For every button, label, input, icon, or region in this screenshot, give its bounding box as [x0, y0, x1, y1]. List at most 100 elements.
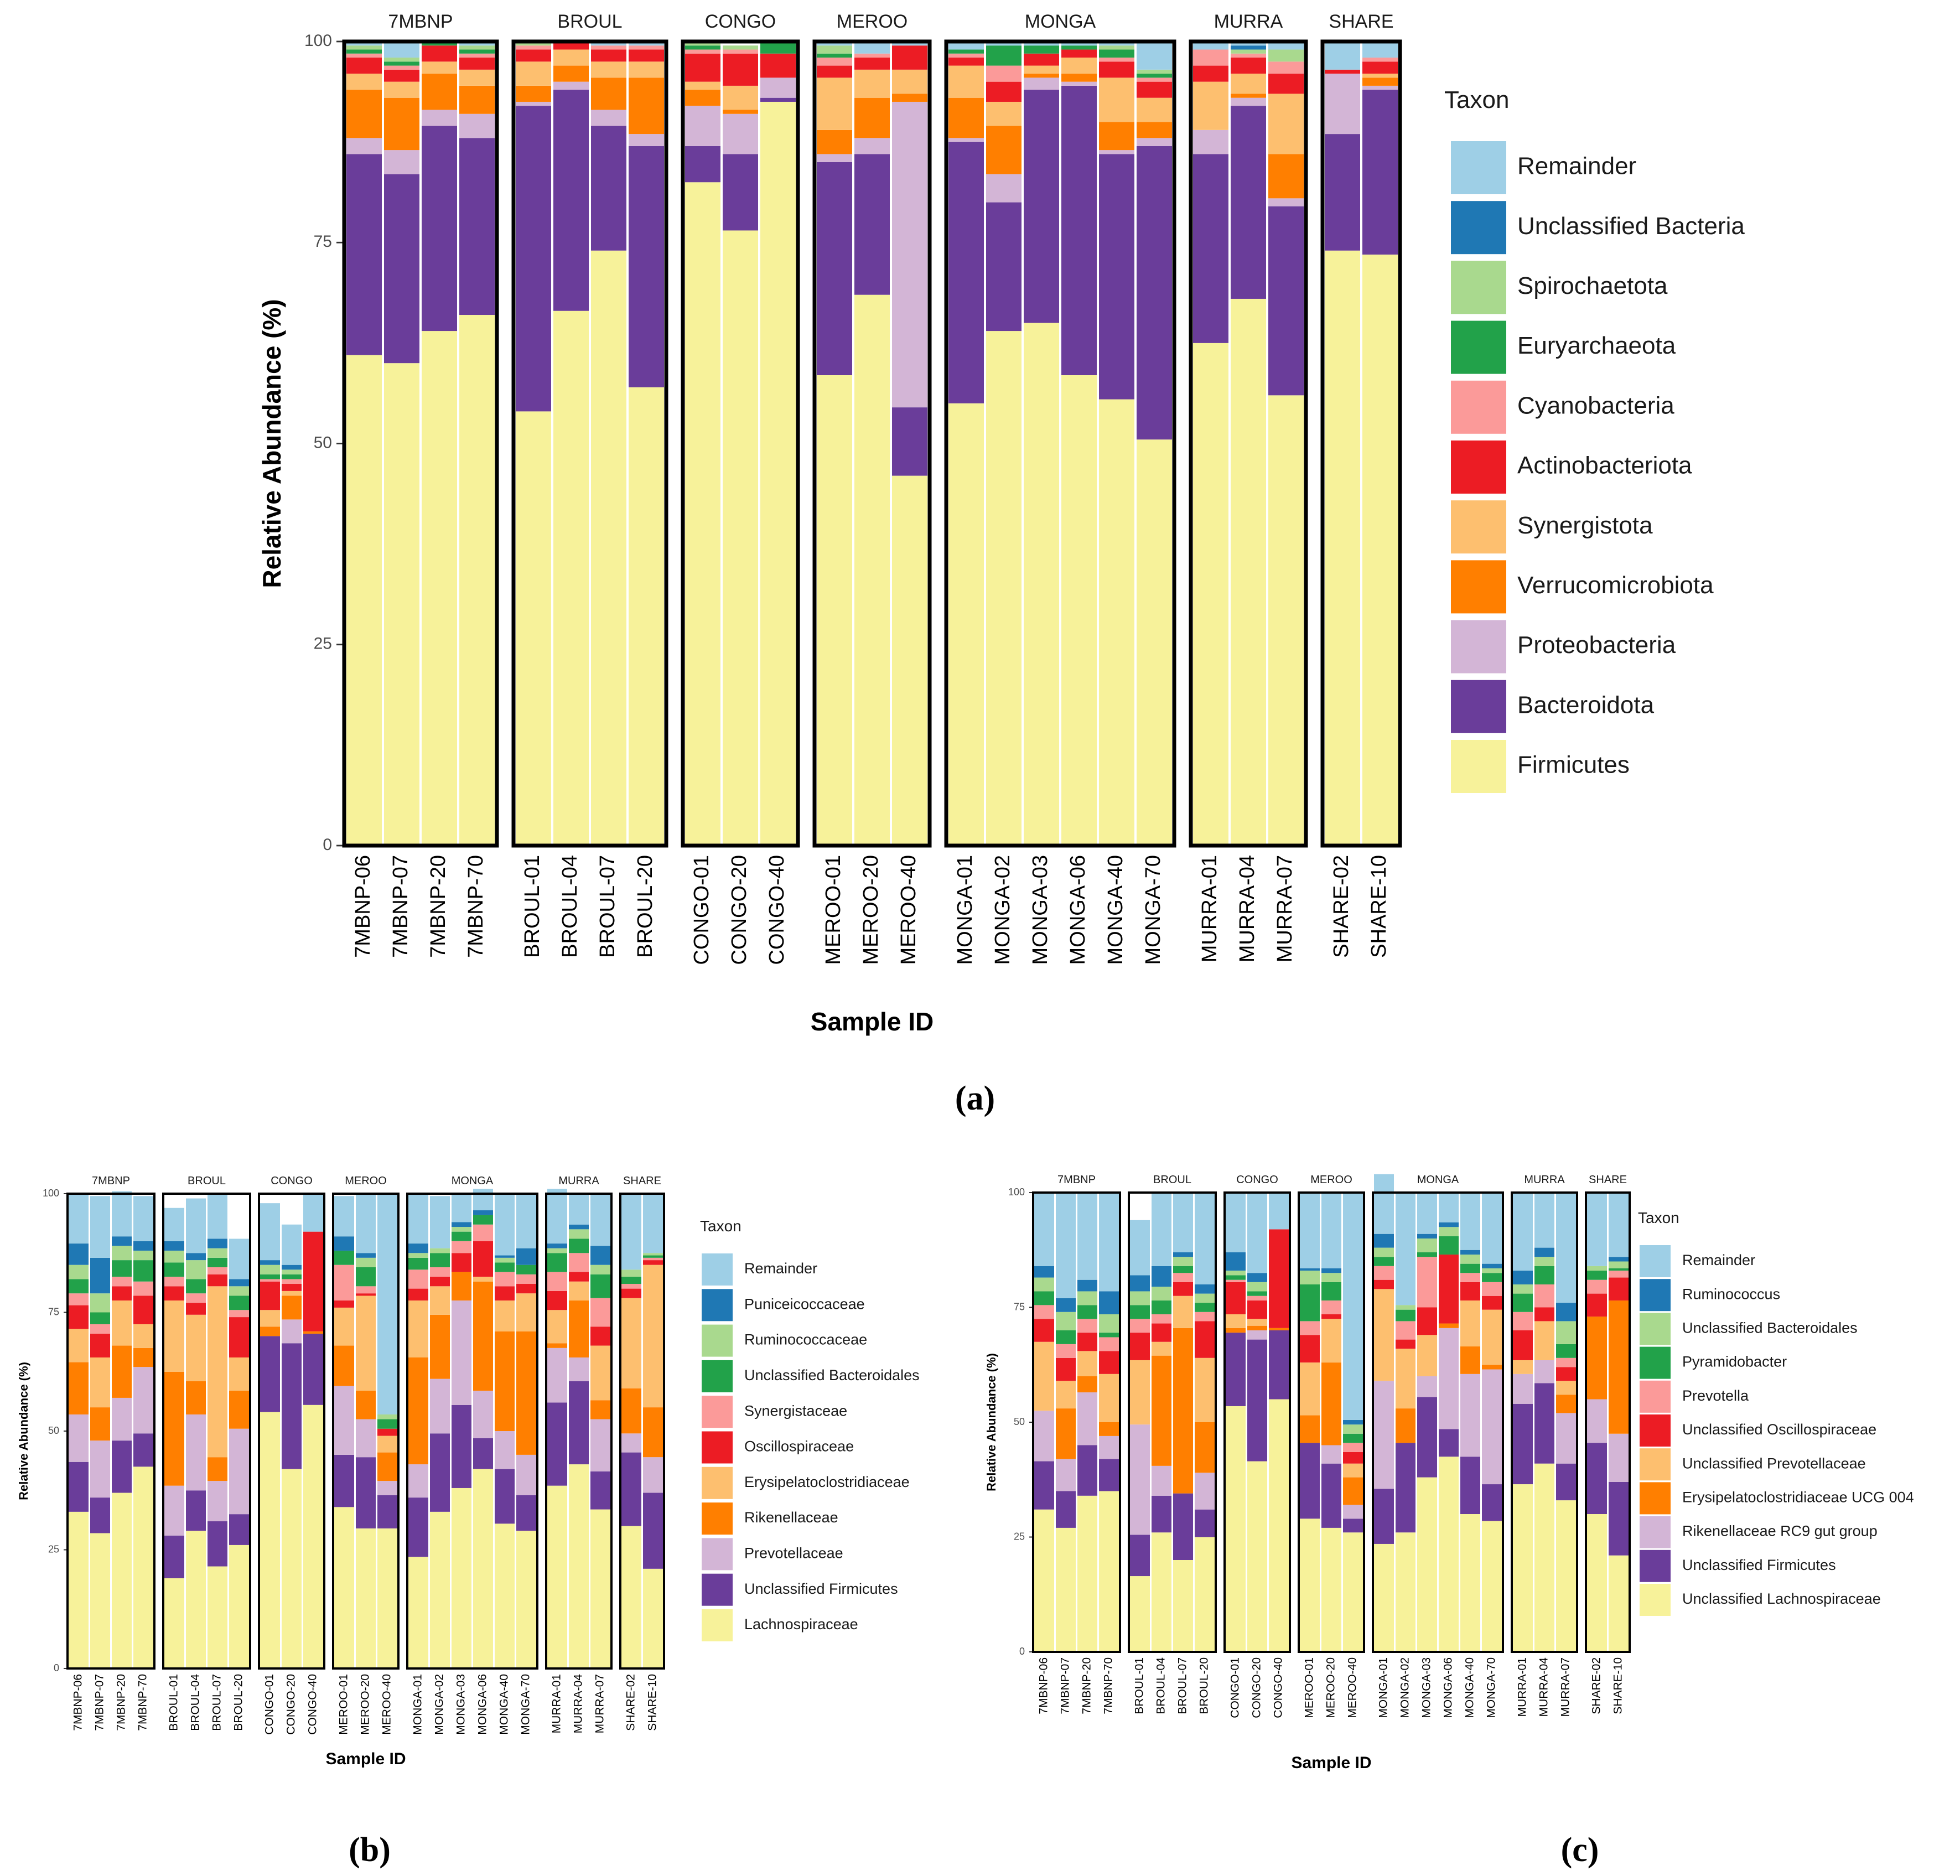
bar-segment-erysipelatoclostridiaceae-ucg-004: [1099, 1422, 1119, 1436]
bar-segment-verrucomicrobiota: [817, 129, 852, 154]
bar-segment-cyanobacteria: [1231, 53, 1266, 58]
bar-segment-synergistota: [854, 69, 890, 98]
bar-segment-remainder: [1460, 1193, 1480, 1250]
bar-segment-rikenellaceae: [69, 1362, 89, 1414]
bar-segment-puniceicoccaceae: [186, 1253, 206, 1261]
bar-segment-unclassified-lachnospiraceae: [1482, 1521, 1502, 1652]
sample-label: MEROO-01: [822, 855, 845, 965]
bar-segment-rikenellaceae-rc9-gut-group: [1460, 1374, 1480, 1457]
bar-segment-unclassified-lachnospiraceae: [1513, 1484, 1533, 1652]
bar-segment-spirochaetota: [459, 45, 495, 50]
bar-segment-oscillospiraceae: [69, 1305, 89, 1329]
sample-label: MONGA-03: [1420, 1657, 1433, 1718]
bar-segment-prevotellaceae: [547, 1348, 567, 1403]
bar-segment-firmicutes: [1137, 439, 1172, 846]
bar-segment-remainder: [1231, 42, 1266, 46]
bar-segment-proteobacteria: [817, 154, 852, 162]
bar-segment-ruminococcaceae: [377, 1414, 397, 1419]
bar-segment-unclassified-lachnospiraceae: [1300, 1519, 1320, 1652]
bar-segment-unclassified-bacteroidales: [430, 1253, 450, 1267]
facet-monga: [944, 39, 1176, 848]
bar-segment-erysipelatoclostridiaceae-ucg-004: [1482, 1365, 1502, 1370]
bar-segment-pyramidobacter: [1343, 1433, 1363, 1443]
facet-strip-label: SHARE: [623, 1175, 661, 1187]
bar-segment-remainder: [1099, 42, 1134, 46]
sample-label: MURRA-07: [1559, 1657, 1572, 1717]
bar-segment-unclassified-prevotellaceae: [1556, 1381, 1576, 1395]
bar-segment-unclassified-prevotellaceae: [1417, 1335, 1437, 1376]
bar-segment-proteobacteria: [516, 101, 551, 106]
bar-segment-rikenellaceae-rc9-gut-group: [1417, 1376, 1437, 1397]
bar-segment-remainder: [1130, 1220, 1150, 1276]
bar-segment-unclassified-bacteroidales: [1321, 1273, 1341, 1282]
facet-strip-label: CONGO: [1236, 1174, 1278, 1186]
sample-label: 7MBNP-06: [1038, 1657, 1050, 1714]
bar-segment-cyanobacteria: [854, 53, 890, 58]
bar-segment-ruminococcus: [1099, 1291, 1119, 1314]
legend: Taxon Remainder Ruminococcus Unclassified B…: [1638, 1209, 1914, 1616]
legend-swatch: [1640, 1482, 1671, 1515]
facet-strip-label: MONGA: [1025, 11, 1096, 32]
bar-segment-prevotella: [1099, 1337, 1119, 1351]
facet-murra: [1511, 1191, 1578, 1653]
bar-segment-unclassified-lachnospiraceae: [1374, 1543, 1394, 1652]
bar-segment-remainder: [629, 42, 664, 46]
sample-label: 7MBNP-70: [464, 855, 488, 958]
bar-segment-unclassified-firmicutes: [1482, 1484, 1502, 1521]
bar-segment-remainder: [1193, 42, 1228, 50]
panel-letter: (a): [955, 1080, 995, 1117]
bar-segment-spirochaetota: [1099, 45, 1134, 50]
bar-segment-pyramidobacter: [1374, 1257, 1394, 1266]
sample-label: MONGA-02: [1399, 1657, 1412, 1718]
bar-segment-oscillospiraceae: [90, 1334, 110, 1358]
bar-segment-unclassified-oscillospiraceae: [1534, 1307, 1554, 1322]
bar-segment-spirochaetota: [1231, 49, 1266, 54]
sample-label: SHARE-02: [1330, 855, 1353, 958]
bar-segment-ruminococcus: [1556, 1303, 1576, 1322]
legend-label: Verrucomicrobiota: [1517, 572, 1714, 599]
sample-label: MONGA-06: [1066, 855, 1090, 965]
bar-segment-unclassified-firmicutes: [1321, 1463, 1341, 1528]
bar-segment-synergistaceae: [133, 1281, 153, 1296]
bar-segment-synergistota: [1061, 58, 1097, 74]
bar-segment-verrucomicrobiota: [892, 94, 927, 102]
bar-segment-synergistaceae: [569, 1253, 589, 1272]
sample-label: MEROO-40: [897, 855, 920, 965]
bar-segment-verrucomicrobiota: [384, 97, 419, 151]
bar-segment-prevotella: [1226, 1279, 1246, 1282]
bar-segment-unclassified-oscillospiraceae: [1195, 1321, 1215, 1358]
bar-segment-ruminococcus: [1056, 1298, 1076, 1312]
bar-segment-proteobacteria: [384, 150, 419, 174]
facet-murra: [545, 1189, 613, 1670]
bar-segment-erysipelatoclostridiaceae: [112, 1300, 132, 1346]
bar-segment-pyramidobacter: [1609, 1268, 1629, 1271]
bar-segment-unclassified-bacteroidales: [1482, 1268, 1502, 1273]
bar-segment-proteobacteria: [1231, 97, 1266, 106]
bar-segment-oscillospiraceae: [452, 1253, 471, 1272]
bar-segment-lachnospiraceae: [186, 1531, 206, 1668]
bar-segment-bacteroidota: [723, 154, 758, 231]
bar-segment-prevotellaceae: [334, 1386, 354, 1455]
bar-segment-pyramidobacter: [1152, 1300, 1171, 1314]
bar-segment-rikenellaceae: [334, 1345, 354, 1386]
bar-segment-unclassified-firmicutes: [112, 1440, 132, 1493]
bar-segment-ruminococcaceae: [495, 1257, 515, 1263]
bar-segment-lachnospiraceae: [303, 1405, 323, 1668]
panel-b: 0 25 50 75 100 Relative Abundance (%) 7MBNP-06…: [17, 1175, 920, 1869]
bar-segment-synergistota: [948, 65, 984, 98]
bar-segment-prevotella: [1460, 1273, 1480, 1282]
legend-label: Firmicutes: [1517, 752, 1630, 779]
bar-segment-oscillospiraceae: [334, 1300, 354, 1308]
bar-segment-bacteroidota: [1061, 85, 1097, 375]
y-axis-label: Relative Abundance (%): [984, 1353, 998, 1491]
y-tick-label: 25: [314, 635, 332, 653]
facet-7mbnp: [66, 1191, 155, 1670]
bar-segment-rikenellaceae: [356, 1391, 376, 1419]
bar-segment-pyramidobacter: [1247, 1291, 1267, 1296]
bar-segment-pyramidobacter: [1034, 1291, 1054, 1305]
bar-segment-remainder: [854, 42, 890, 54]
bar-segment-oscillospiraceae: [303, 1231, 323, 1331]
bar-segment-lachnospiraceae: [356, 1528, 376, 1668]
bar-segment-proteobacteria: [422, 110, 457, 126]
bar-segment-remainder: [1439, 1193, 1459, 1222]
